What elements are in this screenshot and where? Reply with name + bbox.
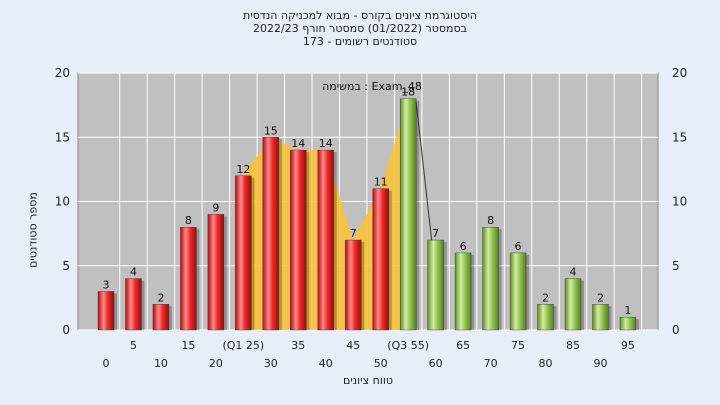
data-label: 14 bbox=[291, 137, 305, 150]
data-label: 11 bbox=[374, 176, 388, 189]
bar-80 bbox=[537, 304, 554, 331]
x-tick-label: 90 bbox=[593, 357, 607, 370]
y-tick-right: 20 bbox=[672, 66, 687, 80]
y-axis-right: 0 5 10 15 20 bbox=[672, 66, 687, 337]
data-label: 6 bbox=[515, 240, 522, 253]
bar-5 bbox=[125, 278, 142, 331]
bar-35 bbox=[290, 149, 307, 331]
title-line-3: סטודנטים רשומים - 173 bbox=[302, 35, 418, 48]
x-tick-label: 80 bbox=[539, 357, 553, 370]
x-axis-title: טווח ציונים bbox=[343, 374, 393, 387]
y-axis-title: מספר סטודנטים bbox=[26, 192, 40, 268]
bar-0 bbox=[97, 291, 115, 331]
y-tick-left: 15 bbox=[55, 130, 70, 144]
y-tick-right: 5 bbox=[672, 259, 680, 273]
chart-title: היסטוגרמת ציונים בקורס - מבוא למכניקה הנ… bbox=[0, 9, 720, 48]
title-line-2: בסמסטר (01/2022) סמסטר חורף 2022/23 bbox=[253, 22, 467, 35]
data-label: 3 bbox=[103, 278, 110, 291]
x-tick-label: 45 bbox=[346, 339, 360, 352]
x-tick-label: 5 bbox=[130, 339, 137, 352]
data-label: 9 bbox=[212, 201, 219, 214]
x-axis: 0 5 10 15 20 (Q1 25)30 35 40 45 50 (Q3 55)60 65 70 75… bbox=[103, 339, 635, 370]
bar-60 bbox=[427, 239, 444, 331]
bars bbox=[97, 98, 639, 331]
connector-line bbox=[415, 102, 433, 241]
x-tick-label: 40 bbox=[319, 357, 333, 370]
y-tick-right: 10 bbox=[672, 195, 687, 209]
data-label: 2 bbox=[542, 291, 549, 304]
data-label: 8 bbox=[185, 214, 192, 227]
annotation-label: Exam_48 : במשימה bbox=[322, 80, 422, 93]
x-tick-label: 60 bbox=[429, 357, 443, 370]
data-label: 7 bbox=[432, 227, 439, 240]
bar-90 bbox=[592, 304, 609, 331]
data-label: 4 bbox=[569, 266, 576, 279]
x-tick-label: 0 bbox=[103, 357, 110, 370]
bar-45 bbox=[345, 239, 362, 331]
bar-20 bbox=[207, 214, 225, 331]
bar-85 bbox=[564, 278, 582, 331]
y-tick-right: 15 bbox=[672, 130, 687, 144]
data-labels: 3 4 2 8 9 12 15 14 14 7 11 18 7 6 8 6 2 4 2 1 bbox=[103, 86, 632, 317]
x-tick-label: 20 bbox=[209, 357, 223, 370]
bar-50 bbox=[372, 188, 389, 331]
y-tick-left: 5 bbox=[62, 259, 70, 273]
data-label: 1 bbox=[624, 304, 631, 317]
x-tick-label: 30 bbox=[264, 357, 278, 370]
bar-40 bbox=[317, 149, 334, 331]
data-label: 2 bbox=[157, 291, 164, 304]
x-tick-label: 15 bbox=[181, 339, 195, 352]
bar-30 bbox=[262, 137, 280, 331]
data-label: 8 bbox=[487, 214, 494, 227]
bar-75 bbox=[509, 252, 527, 331]
data-label: 18 bbox=[401, 86, 415, 99]
y-axis-left: 0 5 10 15 20 bbox=[55, 66, 70, 337]
data-label: 6 bbox=[460, 240, 467, 253]
bar-70 bbox=[482, 226, 499, 331]
bar-(Q3 55) bbox=[399, 98, 417, 331]
x-tick-label: (Q3 55) bbox=[387, 339, 429, 352]
x-tick-label: 75 bbox=[511, 339, 525, 352]
bar-95 bbox=[619, 316, 637, 331]
y-tick-left: 10 bbox=[55, 195, 70, 209]
x-tick-label: 95 bbox=[621, 339, 635, 352]
x-tick-label: 85 bbox=[566, 339, 580, 352]
data-label: 15 bbox=[264, 124, 278, 137]
x-tick-label: 70 bbox=[484, 357, 498, 370]
y-tick-left: 0 bbox=[62, 323, 70, 337]
data-label: 12 bbox=[236, 163, 250, 176]
bar-10 bbox=[152, 304, 170, 331]
bar-65 bbox=[454, 252, 472, 331]
bar-(Q1 25) bbox=[235, 175, 252, 331]
data-label: 14 bbox=[319, 137, 333, 150]
x-tick-label: 50 bbox=[374, 357, 388, 370]
data-label: 4 bbox=[130, 266, 137, 279]
y-tick-left: 20 bbox=[55, 66, 70, 80]
data-label: 7 bbox=[350, 227, 357, 240]
title-line-1: היסטוגרמת ציונים בקורס - מבוא למכניקה הנ… bbox=[243, 9, 477, 22]
x-tick-label: 65 bbox=[456, 339, 470, 352]
bar-15 bbox=[180, 226, 197, 331]
x-tick-label: (Q1 25) bbox=[222, 339, 264, 352]
y-tick-right: 0 bbox=[672, 323, 680, 337]
x-tick-label: 35 bbox=[291, 339, 305, 352]
x-tick-label: 10 bbox=[154, 357, 168, 370]
data-label: 2 bbox=[597, 291, 604, 304]
